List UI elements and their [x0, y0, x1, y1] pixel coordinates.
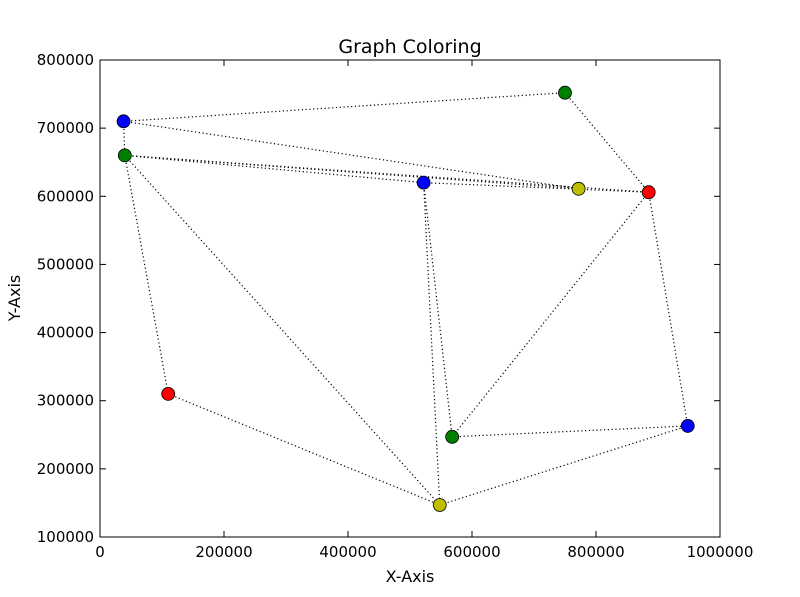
graph-node-red — [641, 185, 656, 200]
graph-node-blue — [680, 419, 695, 433]
graph-edge — [124, 154, 579, 190]
axis-ticks: 0 200000 400000 600000 800000 1000000 100000 20… — [37, 51, 754, 561]
x-tick-label: 400000 — [319, 543, 376, 561]
x-tick-label: 1000000 — [687, 543, 754, 561]
graph-edge — [423, 182, 441, 506]
graph-edge — [124, 154, 424, 184]
graph-edge — [564, 92, 650, 193]
chart-title: Graph Coloring — [338, 36, 481, 58]
y-tick-label: 700000 — [37, 119, 94, 137]
graph-edge — [452, 425, 688, 438]
x-tick-label: 200000 — [195, 543, 252, 561]
y-tick-label: 400000 — [37, 324, 94, 342]
x-tick-label: 0 — [95, 543, 105, 561]
graph-node-blue — [116, 114, 131, 129]
y-tick-label: 800000 — [37, 51, 94, 69]
y-tick-label: 600000 — [37, 187, 94, 205]
graph-edge — [423, 182, 453, 437]
graph-node-green — [445, 429, 460, 444]
graph-edge — [451, 191, 650, 438]
graph-edge — [439, 425, 688, 506]
graph-edge — [648, 192, 689, 427]
x-axis-label: X-Axis — [386, 567, 435, 586]
graph-node-yellow — [571, 181, 586, 196]
graph-edge — [123, 120, 579, 190]
graph-node-green — [117, 148, 132, 163]
graph-edge — [124, 154, 649, 193]
graph-node-red — [161, 386, 176, 401]
graph-edge — [423, 182, 649, 193]
y-tick-label: 200000 — [37, 460, 94, 478]
x-tick-label: 800000 — [567, 543, 624, 561]
graph-node-green — [558, 85, 572, 100]
y-tick-label: 100000 — [37, 528, 94, 546]
graph-node-blue — [416, 175, 431, 190]
y-tick-label: 500000 — [37, 255, 94, 273]
graph-edge — [124, 154, 441, 506]
graph-edges — [122, 92, 689, 506]
graph-node-yellow — [432, 498, 447, 512]
plot-frame — [99, 59, 721, 538]
graph-edge — [167, 393, 440, 506]
graph-edge — [123, 92, 566, 122]
x-tick-label: 600000 — [443, 543, 500, 561]
y-tick-label: 300000 — [37, 392, 94, 410]
graph-nodes — [116, 85, 695, 512]
y-axis-label: Y-Axis — [5, 275, 24, 323]
graph-edge — [124, 155, 169, 395]
